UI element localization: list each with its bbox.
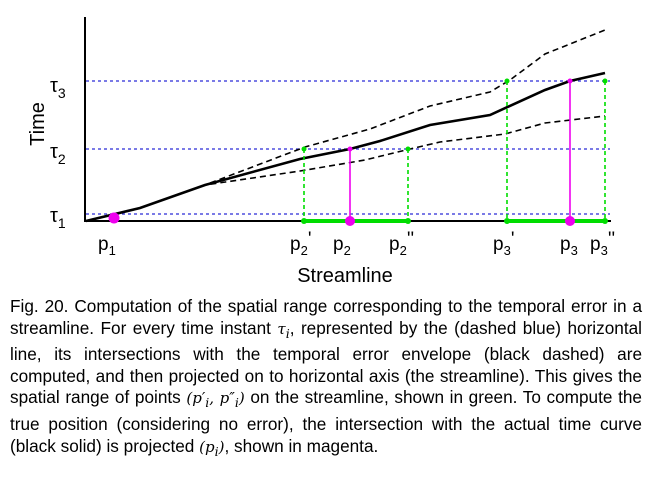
lower-error-envelope bbox=[85, 115, 606, 222]
pt-p3-prime-base bbox=[504, 218, 510, 224]
pt-p2-dprime-base bbox=[405, 218, 411, 224]
pt-p2-prime-top bbox=[301, 146, 307, 152]
diagram: Time τ3 τ2 τ1 p1 p2' p2 p2'' p3' p3 p3''… bbox=[27, 17, 615, 287]
x-axis-label: Streamline bbox=[297, 265, 393, 287]
pt-p2-top bbox=[347, 146, 353, 152]
pt-p3-dprime-base bbox=[602, 218, 608, 224]
label-p3-dprime: p3'' bbox=[590, 229, 615, 258]
caption-math-tau-i: τi bbox=[277, 319, 290, 341]
y-axis-label: Time bbox=[27, 102, 49, 146]
caption-math-p-i: (pi) bbox=[199, 437, 225, 459]
pt-p3-prime-top bbox=[504, 78, 510, 84]
label-p3-prime: p3' bbox=[493, 229, 514, 258]
pt-p2-dprime-top bbox=[405, 146, 411, 152]
label-p2-dprime: p2'' bbox=[389, 229, 414, 258]
time-curve bbox=[85, 71, 606, 223]
pt-p3-top bbox=[567, 78, 573, 84]
label-p2-prime: p2' bbox=[290, 229, 311, 258]
pt-p3-base bbox=[565, 216, 575, 226]
label-p1: p1 bbox=[98, 234, 116, 258]
tau2-label: τ2 bbox=[50, 141, 66, 167]
caption-fig-label: Fig. 20. bbox=[10, 296, 69, 316]
pt-p3-dprime-top bbox=[602, 78, 608, 84]
label-p2: p2 bbox=[333, 234, 351, 258]
upper-error-envelope bbox=[85, 29, 606, 222]
pt-p2-prime-base bbox=[301, 218, 307, 224]
figure-caption: Fig. 20. Computation of the spatial rang… bbox=[10, 296, 642, 462]
tau3-label: τ3 bbox=[50, 75, 66, 101]
caption-math-range: (p′i, p″i) bbox=[186, 389, 245, 411]
pt-p2-base bbox=[345, 216, 355, 226]
caption-text-1: Computation of the spatial range corresp… bbox=[10, 296, 642, 338]
caption-text-3: on the streamline, shown in green. To co… bbox=[10, 387, 642, 456]
caption-text-4: , shown in magenta. bbox=[224, 435, 379, 456]
tau1-label: τ1 bbox=[50, 205, 66, 231]
caption-text-2: , represented by the (dashed blue) horiz… bbox=[10, 317, 642, 408]
pt-p1 bbox=[108, 212, 120, 224]
label-p3: p3 bbox=[560, 234, 578, 258]
